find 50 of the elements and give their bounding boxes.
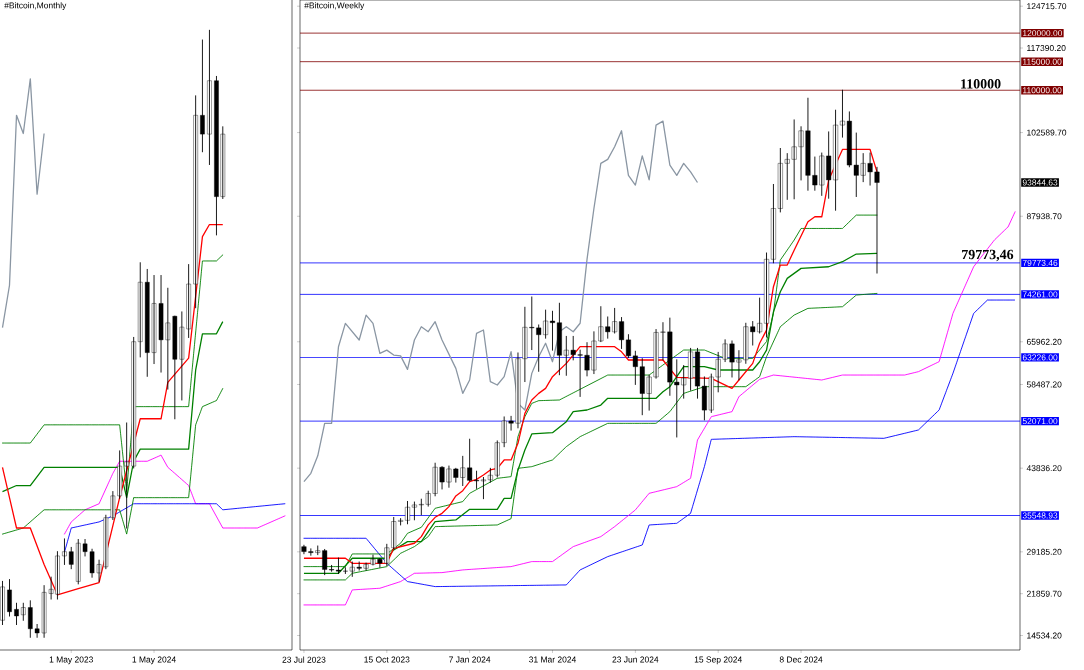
chart-title: #Bitcoin,Weekly [304, 2, 365, 11]
chart-title: #Bitcoin,Monthly [4, 2, 67, 11]
x-tick-label: 15 Oct 2023 [364, 656, 410, 663]
line-series [303, 148, 878, 564]
y-tick-label: 14534.20 [1027, 632, 1062, 639]
candlestick [14, 602, 19, 625]
y-tick-label: 87938.70 [1026, 213, 1062, 220]
y-tick-label: 124715.70 [1027, 3, 1067, 10]
ref-line-label: 52071.00 [1022, 418, 1058, 425]
candlestick [632, 350, 638, 385]
x-tick-label: 1 May 2024 [132, 656, 176, 665]
candlestick [342, 567, 348, 574]
candlestick [21, 602, 26, 621]
candlestick [62, 538, 67, 565]
ref-line-label: 120000.00 [1023, 30, 1063, 37]
annotation: 79773,46 [962, 249, 1014, 262]
x-tick-label: 7 Jan 2024 [449, 656, 491, 663]
x-tick-label: 1 May 2023 [49, 656, 93, 665]
x-tick-label: 23 Jul 2023 [282, 656, 326, 663]
line-series [303, 120, 699, 483]
candlestick [784, 153, 790, 200]
ref-line-label: 63226.00 [1022, 354, 1058, 361]
candlestick [200, 39, 205, 153]
candlestick [7, 579, 12, 617]
x-tick-label: 15 Sep 2024 [694, 656, 742, 665]
line-series [303, 211, 1016, 606]
y-tick-label: 117390.20 [1027, 45, 1066, 52]
ref-line-label: 74261.00 [1022, 291, 1058, 298]
y-tick-label: 29185.20 [1026, 548, 1062, 555]
y-tick-label: 58487.20 [1026, 381, 1062, 388]
line-series [303, 299, 1016, 588]
ref-line-label: 35548.93 [1022, 512, 1058, 519]
candlestick [335, 557, 341, 574]
x-tick-label: 8 Dec 2024 [779, 656, 823, 663]
candlestick [0, 580, 5, 625]
ref-line-label: 110000.00 [1023, 87, 1062, 94]
x-tick-label: 23 Jun 2024 [612, 656, 659, 663]
ref-line-label: 115000.00 [1023, 58, 1062, 65]
y-tick-label: 65962.20 [1026, 338, 1062, 345]
candlestick [124, 422, 129, 529]
candlestick [425, 490, 431, 507]
y-tick-label: 43836.20 [1026, 465, 1062, 472]
x-tick-label: 31 Mar 2024 [529, 656, 577, 663]
ref-line-label: 79773.46 [1022, 259, 1058, 266]
annotation: 110000 [961, 79, 1001, 89]
candlestick [68, 546, 74, 570]
y-tick-label: 102589.70 [1027, 129, 1067, 136]
candlestick [777, 148, 783, 213]
text: 93844.63 [1022, 179, 1058, 186]
y-tick-label: 21859.70 [1026, 590, 1062, 597]
